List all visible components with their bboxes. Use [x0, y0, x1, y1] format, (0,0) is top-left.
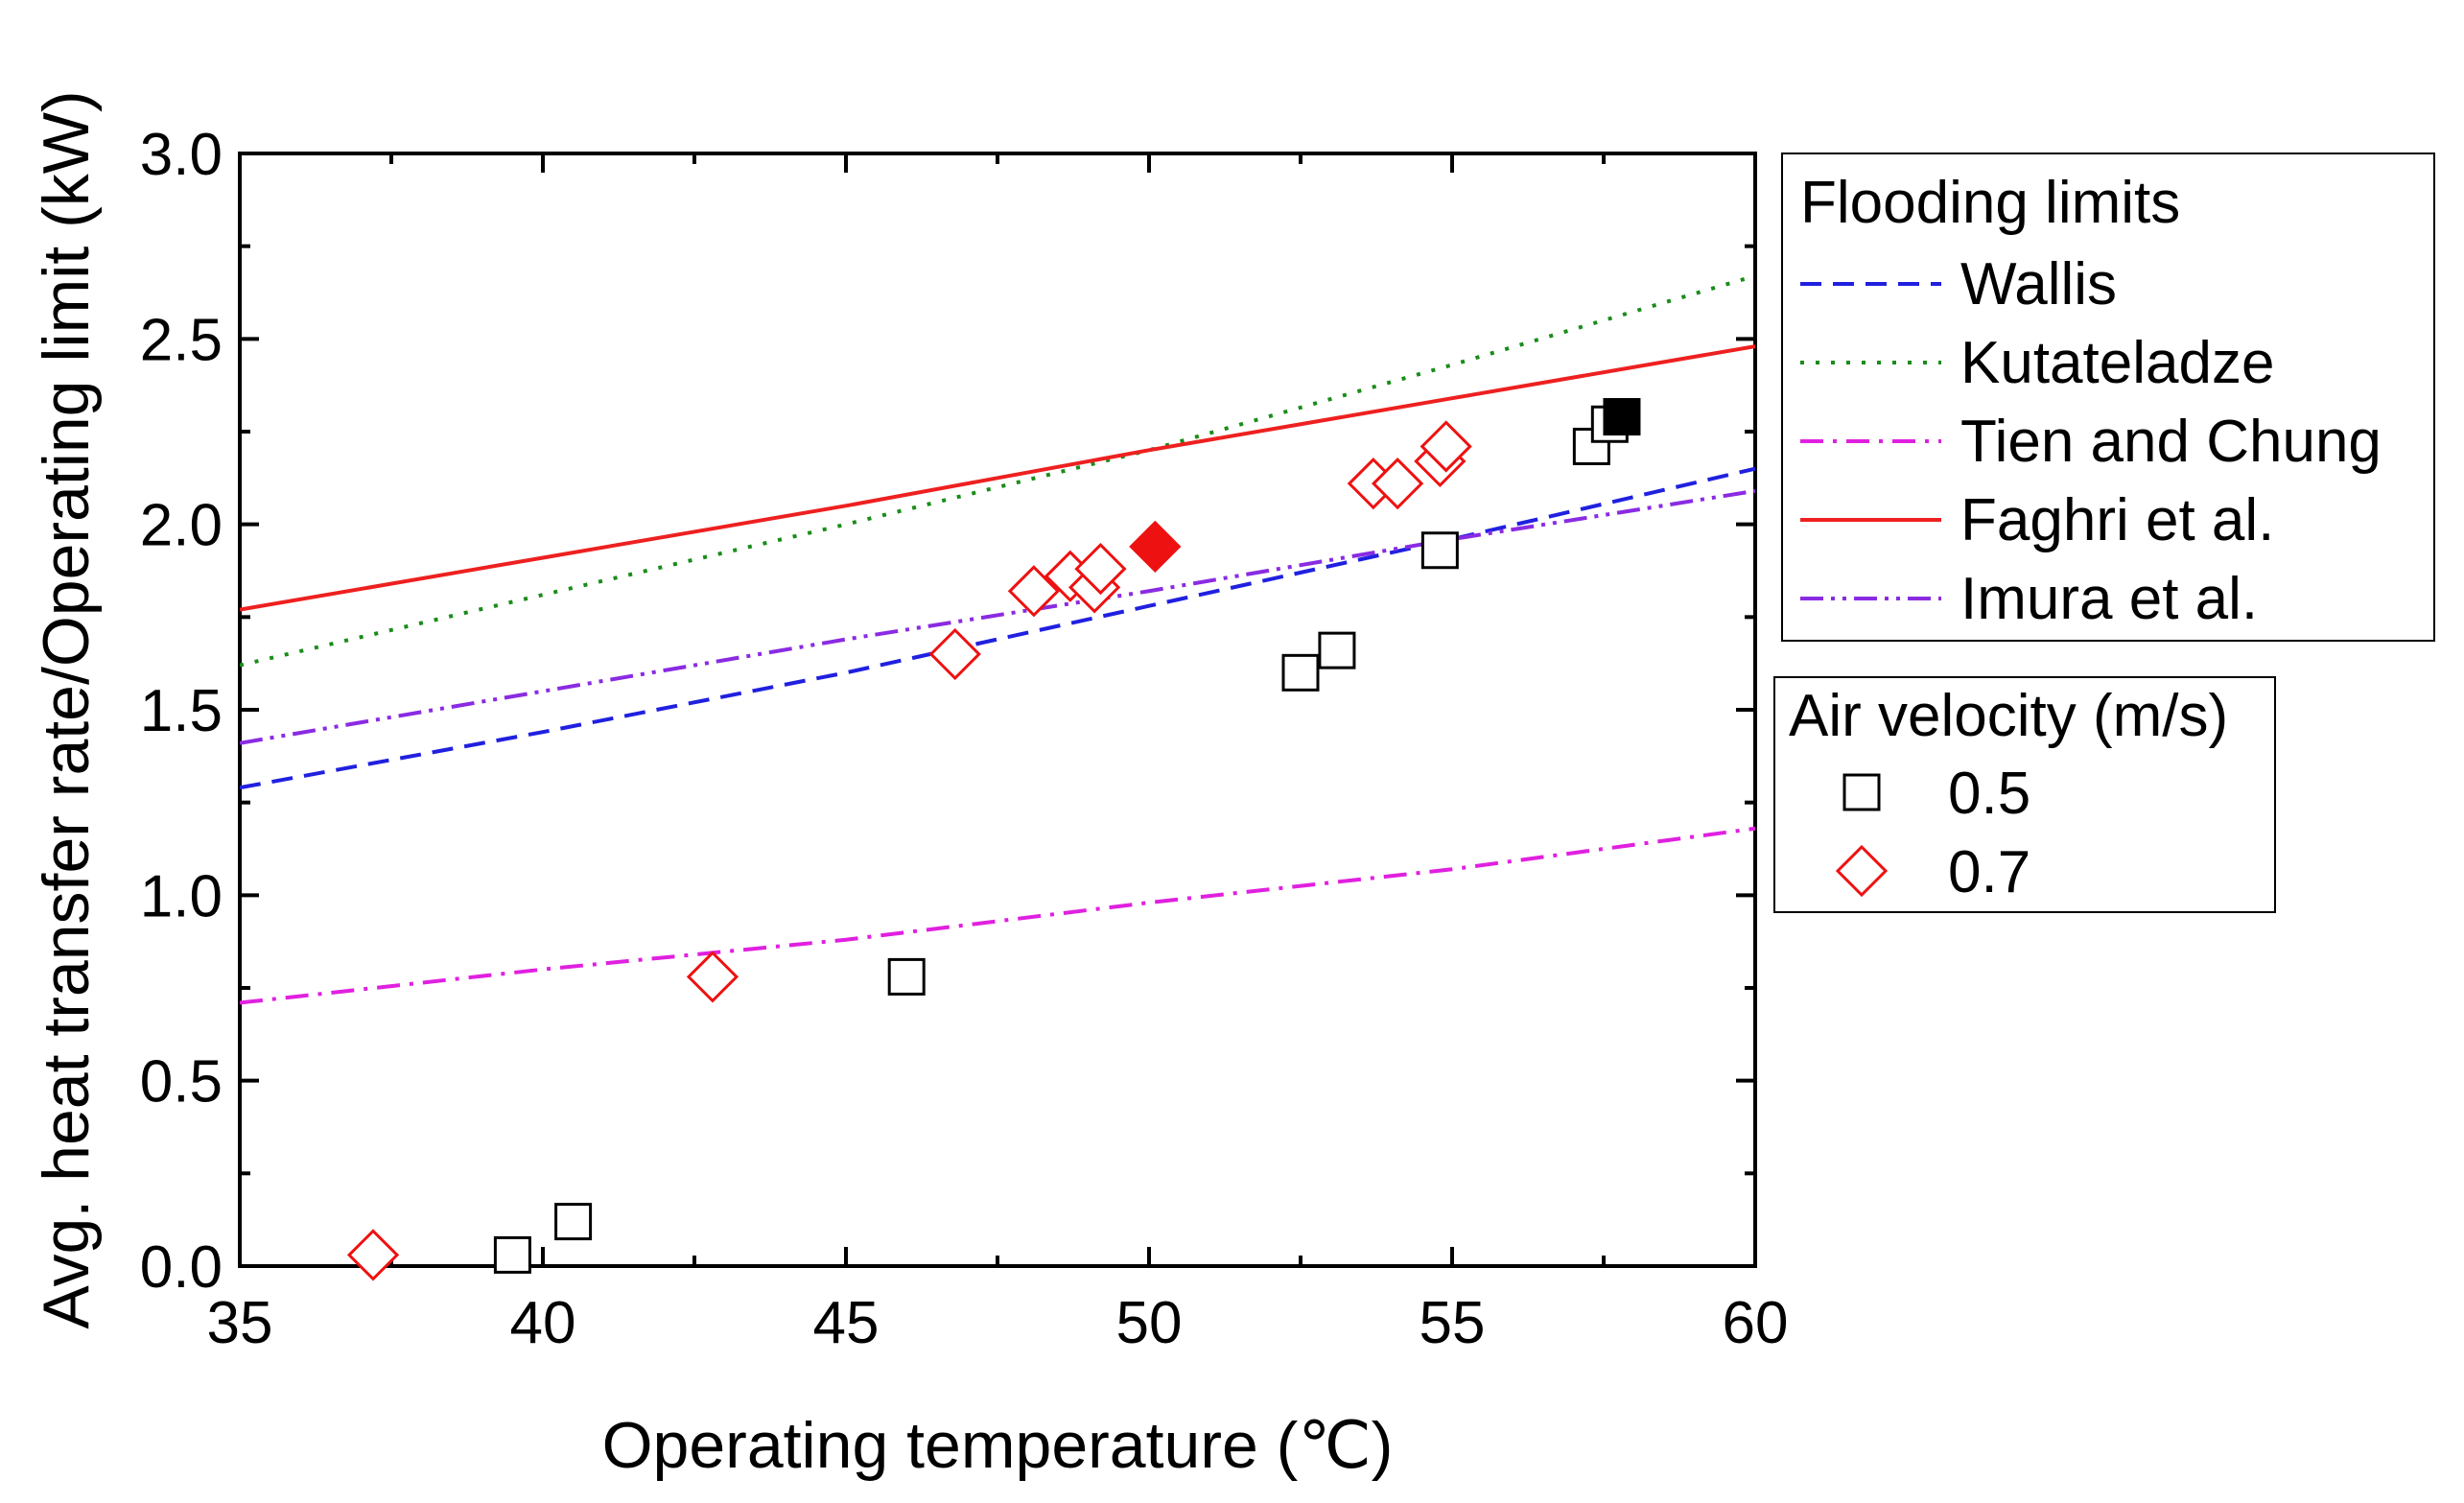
legend-marker-square: [1842, 773, 1881, 811]
point-square-0-5: [493, 1235, 531, 1274]
point-square-0-5: [1603, 398, 1641, 436]
y-axis-title: Avg. heat transfer rate/Operating limit …: [30, 90, 103, 1328]
line-wallis: [240, 466, 1755, 790]
point-square-0-5: [1420, 531, 1459, 570]
legend-air-title: Air velocity (m/s): [1789, 683, 2228, 749]
line-imura-et-al: [240, 488, 1755, 745]
point-diamond-0-7: [1074, 542, 1127, 596]
line-tien-and-chung: [240, 826, 1755, 1005]
point-diamond-0-7: [1007, 565, 1061, 618]
legend-marker-diamond: [1835, 844, 1889, 898]
legend-flooding-title: Flooding limits: [1800, 170, 2180, 236]
line-faghri-et-al: [240, 344, 1755, 612]
legend-line-label: Wallis: [1960, 251, 2117, 317]
x-axis-title: Operating temperature (℃): [602, 1409, 1394, 1482]
point-diamond-0-7: [1420, 420, 1472, 473]
y-tick-label: 2.5: [140, 307, 223, 373]
axis-tick-labels: 35 40 45 50 55 60 0.0 0.5 1.0 1.5 2.0 2.5 3.0: [140, 122, 1789, 1356]
legend-marker-label: 0.7: [1948, 839, 2030, 905]
plot-frame: [238, 152, 1757, 1268]
y-tick-label: 1.5: [140, 678, 223, 744]
point-diamond-0-7: [928, 627, 981, 681]
legend-line-label: Kutateladze: [1960, 330, 2274, 396]
legend-marker-label: 0.5: [1948, 761, 2030, 827]
legend-flooding-box: [1781, 153, 2435, 642]
x-tick-label: 40: [510, 1290, 576, 1356]
point-diamond-0-7: [346, 1229, 400, 1281]
flooding-limit-lines: [240, 273, 1755, 1005]
legend-line-label: Imura et al.: [1960, 566, 2258, 632]
axis-ticks: [238, 152, 1757, 1268]
point-diamond-0-7: [686, 951, 739, 1003]
legend-flooding-limits: Flooding limits Wallis Kutateladze Tien an…: [1781, 153, 2435, 642]
y-tick-label: 2.0: [140, 493, 223, 559]
legend-line-label: Tien and Chung: [1960, 409, 2382, 475]
point-square-0-5: [1318, 631, 1356, 669]
point-diamond-0-7: [1371, 458, 1424, 510]
x-tick-label: 35: [207, 1290, 273, 1356]
x-tick-label: 55: [1420, 1290, 1486, 1356]
y-tick-label: 0.0: [140, 1234, 223, 1301]
y-tick-label: 3.0: [140, 122, 223, 188]
data-points: [346, 398, 1641, 1281]
x-tick-label: 50: [1116, 1290, 1183, 1356]
point-square-0-5: [887, 957, 926, 996]
y-tick-label: 1.0: [140, 863, 223, 929]
y-tick-label: 0.5: [140, 1049, 223, 1116]
point-square-0-5: [554, 1203, 593, 1241]
x-tick-label: 60: [1723, 1290, 1789, 1356]
legend-line-label: Faghri et al.: [1960, 487, 2274, 553]
point-diamond-0-7: [1129, 520, 1182, 573]
point-square-0-5: [1281, 653, 1320, 692]
x-tick-label: 45: [813, 1290, 880, 1356]
legend-air-velocity: Air velocity (m/s) 0.5 0.7: [1773, 676, 2276, 913]
line-kutateladze: [240, 273, 1755, 668]
